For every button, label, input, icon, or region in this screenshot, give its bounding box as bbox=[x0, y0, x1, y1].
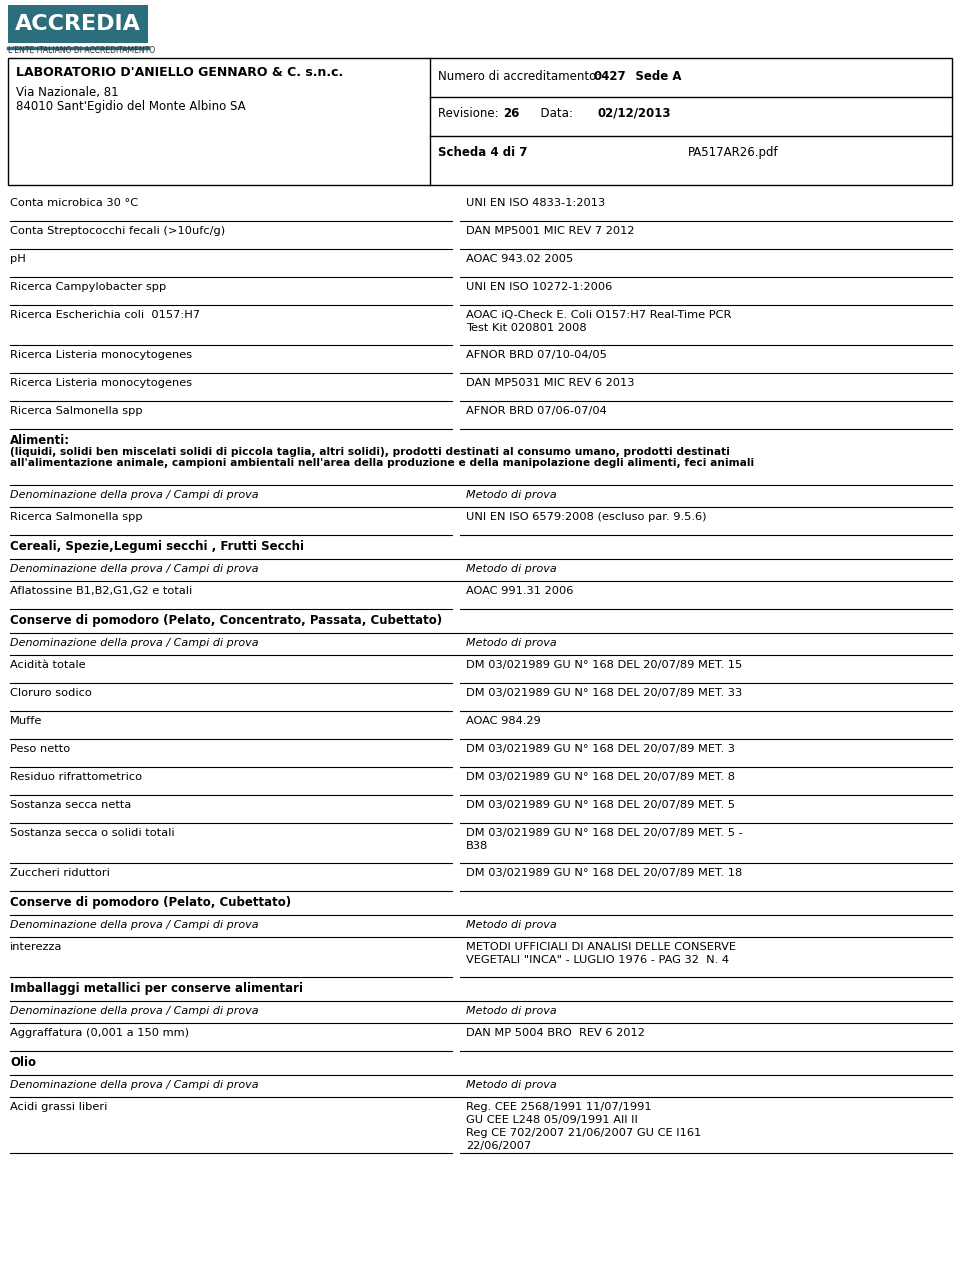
Text: 26: 26 bbox=[503, 106, 519, 121]
Text: Scheda 4 di 7: Scheda 4 di 7 bbox=[438, 146, 527, 159]
Text: Conserve di pomodoro (Pelato, Cubettato): Conserve di pomodoro (Pelato, Cubettato) bbox=[10, 896, 291, 909]
Text: AOAC 984.29: AOAC 984.29 bbox=[466, 717, 540, 726]
Text: GU CEE L248 05/09/1991 All II: GU CEE L248 05/09/1991 All II bbox=[466, 1115, 637, 1126]
Text: L'ENTE ITALIANO DI ACCREDITAMENTO: L'ENTE ITALIANO DI ACCREDITAMENTO bbox=[8, 46, 156, 55]
Text: Metodo di prova: Metodo di prova bbox=[466, 1079, 557, 1090]
Text: 22/06/2007: 22/06/2007 bbox=[466, 1141, 531, 1151]
Text: UNI EN ISO 10272-1:2006: UNI EN ISO 10272-1:2006 bbox=[466, 282, 612, 292]
Text: Test Kit 020801 2008: Test Kit 020801 2008 bbox=[466, 323, 587, 333]
Text: Residuo rifrattometrico: Residuo rifrattometrico bbox=[10, 772, 142, 782]
Text: AOAC iQ-Check E. Coli O157:H7 Real-Time PCR: AOAC iQ-Check E. Coli O157:H7 Real-Time … bbox=[466, 310, 732, 320]
Text: all'alimentazione animale, campioni ambientali nell'area della produzione e dell: all'alimentazione animale, campioni ambi… bbox=[10, 458, 755, 468]
Text: Revisione:: Revisione: bbox=[438, 106, 502, 121]
Text: Aggraffatura (0,001 a 150 mm): Aggraffatura (0,001 a 150 mm) bbox=[10, 1028, 189, 1038]
Text: DM 03/021989 GU N° 168 DEL 20/07/89 MET. 15: DM 03/021989 GU N° 168 DEL 20/07/89 MET.… bbox=[466, 660, 742, 670]
Text: Metodo di prova: Metodo di prova bbox=[466, 1006, 557, 1017]
Text: AOAC 943.02 2005: AOAC 943.02 2005 bbox=[466, 254, 573, 264]
Text: Conta Streptococchi fecali (>10ufc/g): Conta Streptococchi fecali (>10ufc/g) bbox=[10, 226, 226, 236]
Text: 02/12/2013: 02/12/2013 bbox=[598, 106, 671, 121]
Text: DAN MP 5004 BRO  REV 6 2012: DAN MP 5004 BRO REV 6 2012 bbox=[466, 1028, 645, 1038]
Text: Imballaggi metallici per conserve alimentari: Imballaggi metallici per conserve alimen… bbox=[10, 982, 303, 995]
Text: interezza: interezza bbox=[10, 942, 62, 953]
Text: DM 03/021989 GU N° 168 DEL 20/07/89 MET. 5 -: DM 03/021989 GU N° 168 DEL 20/07/89 MET.… bbox=[466, 828, 743, 838]
Text: UNI EN ISO 6579:2008 (escluso par. 9.5.6): UNI EN ISO 6579:2008 (escluso par. 9.5.6… bbox=[466, 512, 707, 522]
Text: METODI UFFICIALI DI ANALISI DELLE CONSERVE: METODI UFFICIALI DI ANALISI DELLE CONSER… bbox=[466, 942, 736, 953]
Text: pH: pH bbox=[10, 254, 26, 264]
Text: DAN MP5001 MIC REV 7 2012: DAN MP5001 MIC REV 7 2012 bbox=[466, 226, 635, 236]
Text: Ricerca Listeria monocytogenes: Ricerca Listeria monocytogenes bbox=[10, 378, 192, 388]
Text: DM 03/021989 GU N° 168 DEL 20/07/89 MET. 8: DM 03/021989 GU N° 168 DEL 20/07/89 MET.… bbox=[466, 772, 735, 782]
Text: Reg CE 702/2007 21/06/2007 GU CE I161: Reg CE 702/2007 21/06/2007 GU CE I161 bbox=[466, 1128, 701, 1138]
Text: PA517AR26.pdf: PA517AR26.pdf bbox=[688, 146, 779, 159]
Text: Muffe: Muffe bbox=[10, 717, 42, 726]
Text: (liquidi, solidi ben miscelati solidi di piccola taglia, altri solidi), prodotti: (liquidi, solidi ben miscelati solidi di… bbox=[10, 447, 730, 456]
Text: AOAC 991.31 2006: AOAC 991.31 2006 bbox=[466, 586, 573, 596]
Text: DM 03/021989 GU N° 168 DEL 20/07/89 MET. 5: DM 03/021989 GU N° 168 DEL 20/07/89 MET.… bbox=[466, 800, 735, 810]
Text: Reg. CEE 2568/1991 11/07/1991: Reg. CEE 2568/1991 11/07/1991 bbox=[466, 1103, 652, 1111]
Text: AFNOR BRD 07/10-04/05: AFNOR BRD 07/10-04/05 bbox=[466, 350, 607, 360]
Text: Sede A: Sede A bbox=[623, 71, 682, 83]
Text: Sostanza secca netta: Sostanza secca netta bbox=[10, 800, 132, 810]
Text: Alimenti:: Alimenti: bbox=[10, 435, 70, 447]
Bar bbox=[8, 5, 148, 44]
Text: Denominazione della prova / Campi di prova: Denominazione della prova / Campi di pro… bbox=[10, 1079, 258, 1090]
Text: Metodo di prova: Metodo di prova bbox=[466, 490, 557, 500]
Text: Ricerca Escherichia coli  0157:H7: Ricerca Escherichia coli 0157:H7 bbox=[10, 310, 200, 320]
Text: Ricerca Campylobacter spp: Ricerca Campylobacter spp bbox=[10, 282, 166, 292]
Text: DM 03/021989 GU N° 168 DEL 20/07/89 MET. 33: DM 03/021989 GU N° 168 DEL 20/07/89 MET.… bbox=[466, 688, 742, 697]
Text: Cloruro sodico: Cloruro sodico bbox=[10, 688, 92, 697]
Text: Sostanza secca o solidi totali: Sostanza secca o solidi totali bbox=[10, 828, 175, 838]
Text: Olio: Olio bbox=[10, 1056, 36, 1069]
Text: DM 03/021989 GU N° 168 DEL 20/07/89 MET. 3: DM 03/021989 GU N° 168 DEL 20/07/89 MET.… bbox=[466, 744, 735, 754]
Text: Ricerca Listeria monocytogenes: Ricerca Listeria monocytogenes bbox=[10, 350, 192, 360]
Text: Peso netto: Peso netto bbox=[10, 744, 70, 754]
Text: Zuccheri riduttori: Zuccheri riduttori bbox=[10, 868, 109, 878]
Text: Metodo di prova: Metodo di prova bbox=[466, 920, 557, 929]
Text: Cereali, Spezie,Legumi secchi , Frutti Secchi: Cereali, Spezie,Legumi secchi , Frutti S… bbox=[10, 540, 304, 553]
Text: Denominazione della prova / Campi di prova: Denominazione della prova / Campi di pro… bbox=[10, 564, 258, 574]
Bar bbox=[8, 58, 952, 185]
Text: Acidi grassi liberi: Acidi grassi liberi bbox=[10, 1103, 108, 1111]
Text: Via Nazionale, 81: Via Nazionale, 81 bbox=[16, 86, 119, 99]
Text: Denominazione della prova / Campi di prova: Denominazione della prova / Campi di pro… bbox=[10, 638, 258, 647]
Text: Denominazione della prova / Campi di prova: Denominazione della prova / Campi di pro… bbox=[10, 490, 258, 500]
Text: Numero di accreditamento:: Numero di accreditamento: bbox=[438, 71, 604, 83]
Text: Conserve di pomodoro (Pelato, Concentrato, Passata, Cubettato): Conserve di pomodoro (Pelato, Concentrat… bbox=[10, 614, 443, 627]
Text: Metodo di prova: Metodo di prova bbox=[466, 564, 557, 574]
Text: DM 03/021989 GU N° 168 DEL 20/07/89 MET. 18: DM 03/021989 GU N° 168 DEL 20/07/89 MET.… bbox=[466, 868, 742, 878]
Text: AFNOR BRD 07/06-07/04: AFNOR BRD 07/06-07/04 bbox=[466, 406, 607, 415]
Text: DAN MP5031 MIC REV 6 2013: DAN MP5031 MIC REV 6 2013 bbox=[466, 378, 635, 388]
Text: UNI EN ISO 4833-1:2013: UNI EN ISO 4833-1:2013 bbox=[466, 197, 605, 208]
Text: Ricerca Salmonella spp: Ricerca Salmonella spp bbox=[10, 406, 143, 415]
Text: VEGETALI "INCA" - LUGLIO 1976 - PAG 32  N. 4: VEGETALI "INCA" - LUGLIO 1976 - PAG 32 N… bbox=[466, 955, 729, 965]
Text: ACCREDIA: ACCREDIA bbox=[15, 14, 141, 35]
Text: Conta microbica 30 °C: Conta microbica 30 °C bbox=[10, 197, 138, 208]
Text: Metodo di prova: Metodo di prova bbox=[466, 638, 557, 647]
Text: Denominazione della prova / Campi di prova: Denominazione della prova / Campi di pro… bbox=[10, 920, 258, 929]
Text: Acidità totale: Acidità totale bbox=[10, 660, 85, 670]
Text: Data:: Data: bbox=[518, 106, 577, 121]
Text: Denominazione della prova / Campi di prova: Denominazione della prova / Campi di pro… bbox=[10, 1006, 258, 1017]
Text: 84010 Sant'Egidio del Monte Albino SA: 84010 Sant'Egidio del Monte Albino SA bbox=[16, 100, 246, 113]
Text: 0427: 0427 bbox=[593, 71, 626, 83]
Text: Aflatossine B1,B2,G1,G2 e totali: Aflatossine B1,B2,G1,G2 e totali bbox=[10, 586, 192, 596]
Text: B38: B38 bbox=[466, 841, 489, 851]
Text: Ricerca Salmonella spp: Ricerca Salmonella spp bbox=[10, 512, 143, 522]
Text: LABORATORIO D'ANIELLO GENNARO & C. s.n.c.: LABORATORIO D'ANIELLO GENNARO & C. s.n.c… bbox=[16, 65, 344, 79]
